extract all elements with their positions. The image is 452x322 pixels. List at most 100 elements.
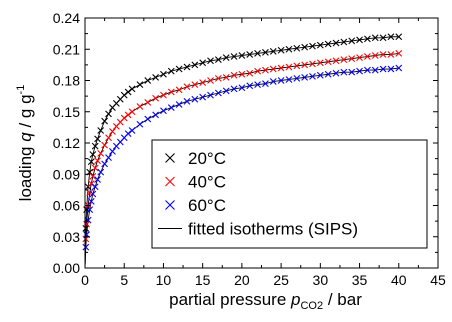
point-series-2-28-stroke-b xyxy=(222,87,230,95)
point-series-2-2 xyxy=(84,216,92,224)
point-series-2-5-stroke-b xyxy=(89,190,97,198)
legend-marker-1-stroke-b xyxy=(165,176,175,187)
point-series-0-37-stroke-b xyxy=(293,44,301,52)
point-series-0-29-stroke-b xyxy=(230,53,238,60)
x-axis-label-subscript: CO2 xyxy=(300,300,323,312)
point-series-1-5 xyxy=(89,172,97,180)
point-series-0-35-stroke-b xyxy=(277,46,285,54)
point-series-2-25-stroke-b xyxy=(199,93,207,101)
point-series-1-4 xyxy=(87,180,95,188)
point-series-2-36-stroke-b xyxy=(285,76,293,83)
x-axis-label: partial pressure pCO2 / bar xyxy=(169,290,362,312)
point-series-0-44 xyxy=(348,37,356,45)
point-series-1-46 xyxy=(364,53,371,60)
point-series-2-23-stroke-b xyxy=(183,97,191,105)
point-series-0-41 xyxy=(324,40,332,48)
point-series-1-37-stroke-b xyxy=(293,62,301,70)
point-series-1-30 xyxy=(238,70,246,78)
point-series-2-3 xyxy=(86,206,94,214)
x-tick-label-0: 0 xyxy=(81,272,89,288)
point-series-2-30 xyxy=(238,84,246,92)
point-series-2-11-stroke-b xyxy=(109,147,116,155)
x-axis-label-suffix: / bar xyxy=(323,290,362,309)
point-series-2-26 xyxy=(207,91,214,99)
point-series-0-21 xyxy=(167,67,175,75)
point-series-0-10 xyxy=(105,110,112,118)
point-series-0-40-stroke-b xyxy=(316,41,324,49)
point-series-2-8-stroke-b xyxy=(97,168,105,176)
point-series-2-44-stroke-b xyxy=(348,68,356,76)
point-series-1-10 xyxy=(105,134,112,142)
point-series-1-18-stroke-b xyxy=(144,98,152,106)
point-series-2-26-stroke-b xyxy=(207,91,214,99)
point-series-1-42 xyxy=(332,57,340,65)
point-series-1-40 xyxy=(316,59,324,67)
point-series-0-8-stroke-b xyxy=(97,127,105,134)
point-series-2-38-stroke-b xyxy=(301,73,309,81)
point-series-2-31 xyxy=(246,82,254,90)
point-series-1-33 xyxy=(262,66,269,74)
y-axis-label-variable: q xyxy=(16,132,35,142)
point-series-1-46-stroke-b xyxy=(364,53,371,60)
point-series-0-42-stroke-b xyxy=(332,39,340,47)
point-series-1-8-stroke-b xyxy=(97,150,105,157)
point-series-2-47-stroke-b xyxy=(371,66,379,74)
point-series-0-18-stroke-b xyxy=(144,77,152,84)
y-tick-label-8: 0.24 xyxy=(53,10,80,26)
point-series-1-38 xyxy=(301,61,309,69)
point-series-0-15 xyxy=(124,88,132,96)
point-series-2-17-stroke-b xyxy=(136,120,144,128)
point-series-2-28 xyxy=(222,87,230,95)
point-series-0-14-stroke-b xyxy=(120,91,128,99)
point-series-1-31-stroke-b xyxy=(246,69,254,77)
point-series-0-8 xyxy=(97,127,105,134)
point-series-1-23 xyxy=(183,83,191,91)
point-series-0-6 xyxy=(91,142,99,150)
fit-line-series-2 xyxy=(84,67,399,269)
y-tick-label-6: 0.18 xyxy=(53,73,80,89)
point-series-2-29-stroke-b xyxy=(230,85,238,93)
point-series-0-4 xyxy=(87,158,95,166)
point-series-0-18 xyxy=(144,77,152,84)
x-tick-label-5: 25 xyxy=(273,272,289,288)
point-series-0-29 xyxy=(230,53,238,60)
point-series-2-0-stroke-b xyxy=(82,243,90,251)
x-tick-label-8: 40 xyxy=(391,272,407,288)
point-series-1-3-stroke-b xyxy=(86,189,94,197)
point-series-0-50 xyxy=(395,33,403,41)
point-series-1-28-stroke-b xyxy=(222,73,230,81)
point-series-1-26 xyxy=(207,77,214,84)
point-series-2-19 xyxy=(152,111,159,119)
point-series-0-26-stroke-b xyxy=(207,57,214,65)
point-series-0-14 xyxy=(120,91,128,99)
point-series-1-26-stroke-b xyxy=(207,77,214,84)
point-series-1-44-stroke-b xyxy=(348,55,356,63)
point-series-1-27 xyxy=(214,75,222,82)
point-series-0-15-stroke-b xyxy=(124,88,132,96)
point-series-0-19 xyxy=(152,73,159,81)
point-series-0-27 xyxy=(214,56,222,64)
point-series-2-25 xyxy=(199,93,207,101)
point-series-2-8 xyxy=(97,168,105,176)
point-series-2-24 xyxy=(191,95,199,103)
point-series-2-10-stroke-b xyxy=(105,154,112,161)
point-series-1-11 xyxy=(109,128,116,135)
point-series-1-10-stroke-b xyxy=(105,134,112,142)
point-series-2-44 xyxy=(348,68,356,76)
axes: 0 5 10 15 20 25 30 35 40 45 0.00 0.03 0.06 0.09 0.12 0.… xyxy=(15,10,446,312)
point-series-1-8 xyxy=(97,150,105,157)
point-series-0-21-stroke-b xyxy=(167,67,175,75)
point-series-2-30-stroke-b xyxy=(238,84,246,92)
point-series-1-7 xyxy=(94,157,101,165)
point-series-1-21 xyxy=(167,88,175,96)
point-series-0-5 xyxy=(89,151,97,158)
point-series-1-22-stroke-b xyxy=(175,86,183,94)
point-series-2-32 xyxy=(254,81,261,89)
point-series-1-43-stroke-b xyxy=(340,56,348,64)
point-series-2-2-stroke-b xyxy=(84,216,92,224)
point-series-0-17 xyxy=(136,81,144,89)
point-series-2-49-stroke-b xyxy=(387,65,395,73)
point-series-2-42 xyxy=(332,69,340,77)
point-series-2-3-stroke-b xyxy=(86,206,94,214)
point-series-2-41-stroke-b xyxy=(324,70,332,78)
